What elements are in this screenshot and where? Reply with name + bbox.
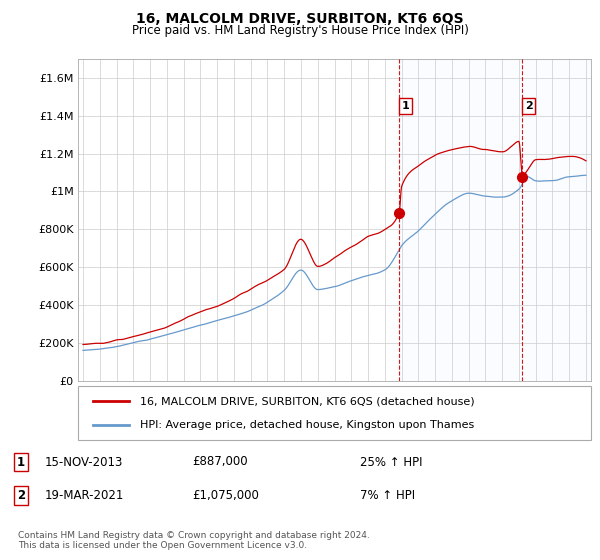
Text: 16, MALCOLM DRIVE, SURBITON, KT6 6QS: 16, MALCOLM DRIVE, SURBITON, KT6 6QS [136,12,464,26]
Text: 15-NOV-2013: 15-NOV-2013 [45,455,124,469]
Text: Contains HM Land Registry data © Crown copyright and database right 2024.
This d: Contains HM Land Registry data © Crown c… [18,531,370,550]
Text: 1: 1 [402,101,410,111]
Text: 19-MAR-2021: 19-MAR-2021 [45,489,124,502]
Text: Price paid vs. HM Land Registry's House Price Index (HPI): Price paid vs. HM Land Registry's House … [131,24,469,36]
FancyBboxPatch shape [78,386,591,440]
Text: 2: 2 [17,489,25,502]
Text: 1: 1 [17,455,25,469]
Text: 2: 2 [525,101,533,111]
Bar [400,59,591,381]
Text: £1,075,000: £1,075,000 [192,489,259,502]
Text: HPI: Average price, detached house, Kingston upon Thames: HPI: Average price, detached house, King… [140,419,474,430]
Text: 16, MALCOLM DRIVE, SURBITON, KT6 6QS (detached house): 16, MALCOLM DRIVE, SURBITON, KT6 6QS (de… [140,396,474,407]
Text: 25% ↑ HPI: 25% ↑ HPI [360,455,422,469]
Text: £887,000: £887,000 [192,455,248,469]
Text: 7% ↑ HPI: 7% ↑ HPI [360,489,415,502]
